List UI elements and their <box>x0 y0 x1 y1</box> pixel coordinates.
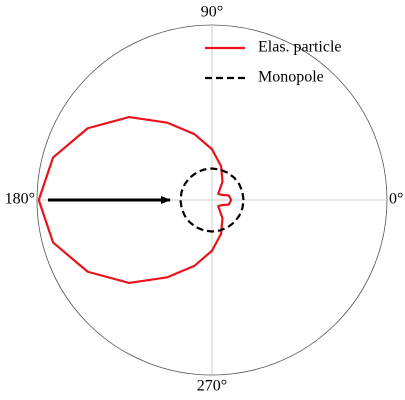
plot <box>37 115 245 285</box>
series-line <box>37 115 233 285</box>
theta-tick-label: 90° <box>201 4 223 21</box>
legend-label: Monopole <box>258 69 324 86</box>
grid: 0° 90° 180° 270° <box>5 4 404 395</box>
theta-tick-label: 180° <box>5 191 35 208</box>
legend: Elas. particle Monopole <box>205 39 342 86</box>
theta-tick-label: 0° <box>389 191 403 208</box>
legend-label: Elas. particle <box>258 39 342 56</box>
theta-tick-label: 270° <box>197 378 227 395</box>
